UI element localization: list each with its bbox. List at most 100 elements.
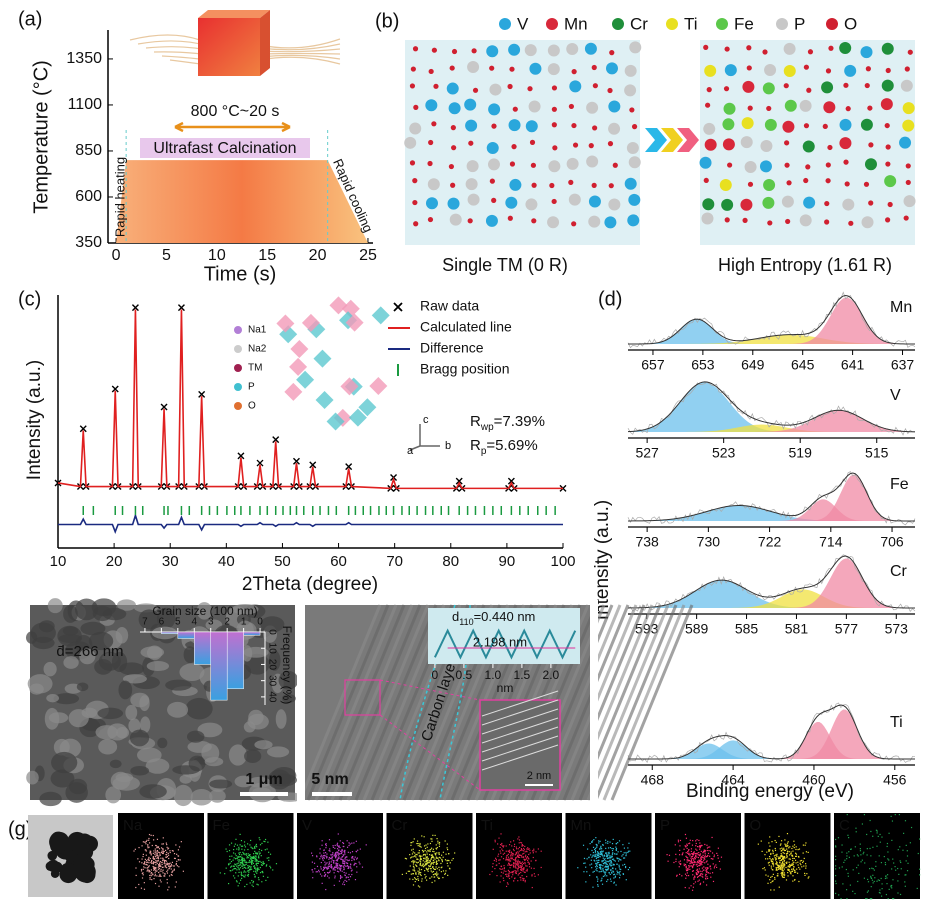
eds-dot (700, 873, 703, 875)
legend-label: Raw data (420, 298, 479, 314)
eds-dot (687, 857, 689, 859)
eds-dot (415, 861, 417, 863)
eds-dot (698, 862, 700, 864)
eds-dot (702, 869, 704, 871)
eds-dot (592, 871, 594, 873)
eds-dot (866, 891, 869, 893)
eds-dot (345, 856, 347, 859)
eds-dot (794, 855, 797, 857)
eds-dot (775, 868, 778, 870)
eds-dot (442, 876, 444, 879)
atom (509, 161, 516, 167)
eds-dot (166, 855, 169, 858)
eds-dot (519, 869, 522, 871)
eds-dot (522, 844, 524, 847)
eds-dot (413, 866, 415, 868)
eds-dot (519, 854, 521, 856)
eds-dot (154, 874, 157, 876)
eds-dot (910, 826, 913, 829)
eds-dot (784, 839, 786, 841)
eds-dot (345, 856, 347, 858)
eds-dot (337, 833, 339, 835)
atom (905, 163, 911, 169)
polyhedron (315, 390, 334, 409)
fit-component (628, 743, 915, 759)
eds-dot (598, 855, 600, 857)
eds-dot (619, 871, 621, 873)
eds-dot (156, 838, 159, 840)
atom (449, 65, 455, 71)
eds-dot (689, 842, 691, 844)
eds-dot (594, 849, 597, 852)
eds-dot (781, 870, 783, 872)
eds-dot (508, 850, 510, 852)
eds-dot (601, 860, 603, 862)
fit-component (628, 589, 915, 608)
eds-dot (330, 854, 332, 856)
eds-dot (149, 842, 151, 844)
eds-dot (261, 842, 263, 844)
eds-dot (525, 870, 527, 872)
eds-dot (780, 868, 782, 870)
eds-dot (893, 898, 895, 900)
atom (719, 178, 732, 191)
eds-dot (628, 866, 631, 869)
eds-dot (522, 856, 525, 858)
eds-dot (260, 864, 263, 866)
eds-dot (343, 851, 345, 853)
eds-dot (505, 859, 507, 861)
eds-dot (251, 863, 253, 866)
hist-bar (243, 631, 261, 636)
eds-dot (770, 860, 773, 863)
eds-dot (152, 857, 154, 859)
eds-dot (171, 850, 173, 852)
eds-dot (692, 854, 694, 856)
zoom-lines (379, 679, 481, 791)
eds-dot (446, 843, 448, 845)
zoom-inset (479, 699, 561, 791)
eds-dot (588, 856, 590, 858)
eds-dot (496, 874, 498, 877)
eds-dot (518, 850, 520, 852)
eds-dot (514, 870, 516, 872)
eds-dot (245, 867, 247, 869)
eds-dot (694, 858, 697, 860)
eds-dot (165, 849, 167, 852)
x-axis-label: 2Theta (degree) (242, 574, 378, 595)
eds-dot (164, 861, 166, 863)
y-tick-label: 350 (75, 234, 102, 251)
eds-dot (875, 861, 877, 863)
eds-dot (691, 844, 694, 846)
grain (63, 605, 78, 623)
eds-dot (236, 869, 238, 871)
atom (844, 64, 857, 77)
eds-dot (694, 857, 696, 859)
eds-dot (602, 868, 604, 870)
eds-dot (311, 855, 314, 857)
eds-dot (526, 851, 528, 853)
eds-dot (432, 856, 434, 859)
eds-dot (245, 871, 247, 873)
eds-dot (506, 858, 509, 861)
eds-dot (426, 869, 428, 871)
raw-point (507, 477, 515, 485)
atom (591, 64, 597, 71)
eds-dot (328, 862, 330, 865)
eds-dot (607, 861, 609, 863)
eds-dot (334, 877, 336, 879)
eds-dot (614, 875, 617, 877)
eds-dot (769, 857, 771, 860)
eds-dot (254, 846, 256, 848)
eds-dot (336, 843, 338, 846)
element-label: C (839, 817, 850, 834)
atom (412, 199, 418, 206)
eds-dot (838, 867, 841, 869)
eds-dot (769, 845, 771, 847)
eds-dot (807, 851, 809, 854)
legend-label: Fe (734, 14, 754, 33)
legend-label: Na2 (248, 344, 267, 355)
eds-dot (847, 875, 849, 877)
eds-dot (768, 855, 771, 858)
eds-dot (628, 842, 630, 844)
eds-dot (870, 886, 872, 888)
